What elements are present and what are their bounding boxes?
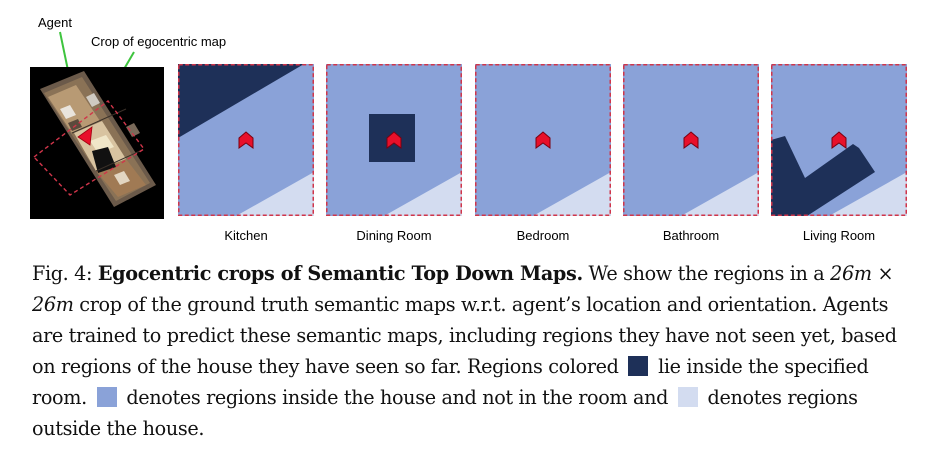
panel-label-bathroom: Bathroom	[662, 228, 720, 243]
crop-annotation-label: Crop of egocentric map	[91, 34, 227, 49]
figure-caption: Fig. 4: Egocentric crops of Semantic Top…	[32, 258, 910, 444]
caption-prefix: Fig. 4:	[32, 262, 98, 285]
agent-arrow-icon	[77, 126, 93, 146]
outside-region	[681, 172, 759, 216]
caption-text: We show the regions in a	[582, 262, 831, 285]
agent-annotation-label: Agent	[38, 15, 72, 30]
agent-marker-icon	[831, 131, 847, 149]
panel-dining-room	[326, 64, 462, 216]
agent-marker-icon	[683, 131, 699, 149]
agent-marker-icon	[238, 131, 254, 149]
caption-math: 26m	[830, 262, 872, 285]
panel-bathroom	[623, 64, 759, 216]
in-room-region	[178, 64, 304, 138]
agent-marker-icon	[386, 131, 402, 149]
outside-region	[236, 172, 314, 216]
caption-text: denotes regions outside the house.	[32, 386, 858, 440]
figure: Agent Crop of egocentric map	[30, 15, 907, 243]
panel-living-room	[771, 64, 907, 216]
panel-kitchen	[178, 64, 314, 216]
in-room-region	[771, 136, 875, 216]
outside-region	[533, 172, 611, 216]
panel-bedroom	[475, 64, 611, 216]
caption-math: 26m	[32, 293, 74, 316]
panel-label-bedroom: Bedroom	[516, 228, 570, 243]
caption-text: crop of the ground truth semantic maps w…	[32, 293, 897, 378]
panel-label-kitchen: Kitchen	[224, 228, 268, 243]
outside-region	[384, 172, 462, 216]
caption-text: lie inside the specified room.	[32, 355, 869, 409]
in-house-swatch	[96, 387, 117, 407]
in-room-swatch	[628, 356, 649, 376]
panel-label-living-room: Living Room	[802, 228, 876, 243]
caption-text: ×	[871, 262, 894, 285]
outside-swatch	[677, 387, 698, 407]
caption-title: Egocentric crops of Semantic Top Down Ma…	[97, 262, 583, 285]
panel-label-dining-room: Dining Room	[356, 228, 432, 243]
house-render	[30, 67, 164, 219]
caption-text: denotes regions inside the house and not…	[120, 386, 674, 409]
agent-marker-icon	[535, 131, 551, 149]
outside-region	[829, 172, 907, 216]
